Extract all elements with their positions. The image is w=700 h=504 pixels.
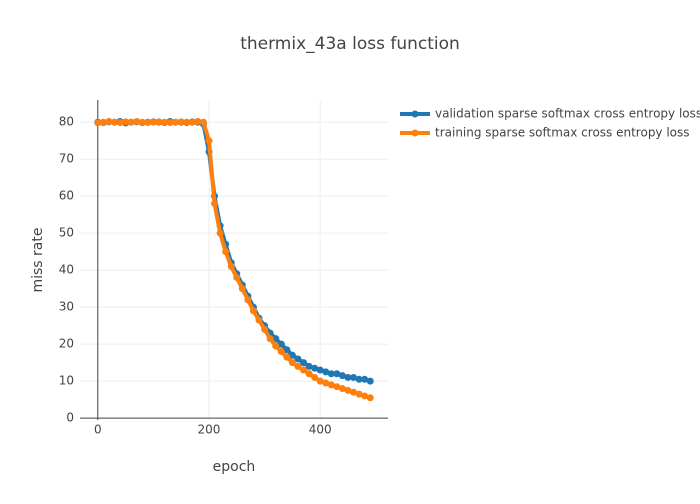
point — [333, 383, 341, 391]
point — [188, 118, 196, 126]
point — [305, 362, 313, 370]
point — [116, 119, 124, 127]
point — [366, 377, 374, 385]
point — [144, 119, 152, 127]
point — [322, 368, 330, 376]
point — [127, 118, 135, 126]
point — [211, 200, 219, 208]
point — [344, 386, 352, 394]
point — [305, 370, 313, 378]
point — [299, 366, 307, 374]
point — [288, 351, 296, 359]
point — [327, 370, 335, 378]
point — [338, 385, 346, 393]
point — [316, 377, 324, 385]
point — [227, 262, 235, 270]
point — [194, 117, 202, 125]
point — [199, 118, 207, 126]
point — [333, 370, 341, 378]
y-tick-label: 30 — [59, 300, 74, 314]
legend-label: training sparse softmax cross entropy lo… — [435, 126, 690, 140]
point — [105, 117, 113, 125]
point — [361, 392, 369, 400]
point — [294, 355, 302, 363]
point — [277, 340, 285, 348]
point — [272, 342, 280, 350]
point — [183, 118, 191, 126]
x-tick-label: 0 — [94, 423, 102, 437]
point — [361, 375, 369, 383]
y-tick-label: 50 — [59, 226, 74, 240]
point — [344, 373, 352, 381]
y-tick-label: 60 — [59, 189, 74, 203]
point — [316, 366, 324, 374]
point — [133, 117, 141, 125]
point — [149, 118, 157, 126]
point — [322, 379, 330, 387]
y-tick-label: 80 — [59, 115, 74, 129]
y-axis-title: miss rate — [30, 227, 46, 292]
point — [350, 373, 358, 381]
point — [110, 118, 118, 126]
point — [283, 353, 291, 361]
point — [233, 274, 241, 282]
point — [249, 307, 257, 315]
point — [177, 118, 185, 126]
legend-label: validation sparse softmax cross entropy … — [435, 107, 700, 121]
x-tick-label: 200 — [198, 423, 221, 437]
y-tick-label: 10 — [59, 374, 74, 388]
point — [99, 118, 107, 126]
point — [138, 118, 146, 126]
point — [277, 348, 285, 356]
x-tick-label: 400 — [309, 423, 332, 437]
point — [222, 248, 230, 256]
point — [261, 325, 269, 333]
point — [216, 229, 224, 237]
y-tick-label: 20 — [59, 337, 74, 351]
point — [255, 316, 263, 324]
y-tick-label: 0 — [66, 411, 74, 425]
point — [205, 137, 213, 145]
point — [288, 359, 296, 367]
point — [155, 118, 163, 126]
point — [311, 373, 319, 381]
point — [366, 394, 374, 402]
point — [299, 359, 307, 367]
point — [172, 118, 180, 126]
point — [327, 381, 335, 389]
point — [166, 119, 174, 127]
point — [161, 118, 169, 126]
legend-marker — [411, 129, 419, 137]
chart-title: thermix_43a loss function — [240, 34, 460, 54]
point — [350, 388, 358, 396]
y-tick-label: 70 — [59, 152, 74, 166]
point — [283, 346, 291, 354]
point — [294, 362, 302, 370]
point — [122, 118, 130, 126]
x-axis-title: epoch — [213, 459, 256, 475]
point — [355, 375, 363, 383]
point — [238, 285, 246, 293]
point — [338, 372, 346, 380]
point — [94, 119, 102, 127]
legend-marker — [411, 110, 419, 118]
point — [355, 390, 363, 398]
point — [266, 335, 274, 343]
point — [311, 364, 319, 372]
y-tick-label: 40 — [59, 263, 74, 277]
point — [244, 296, 252, 304]
